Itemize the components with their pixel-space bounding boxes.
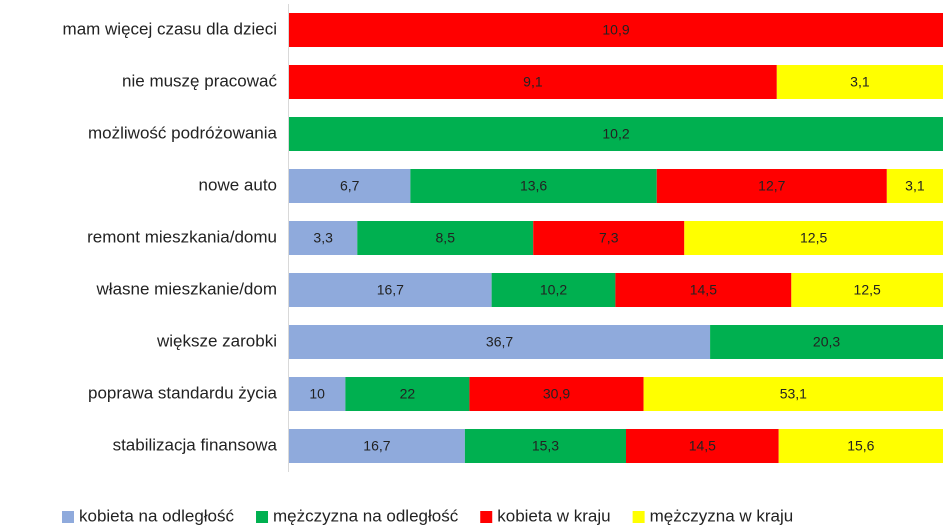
data-label: 3,1 <box>905 178 925 194</box>
bar-segment <box>615 273 792 307</box>
bar-segment <box>776 65 943 99</box>
data-label: 8,5 <box>436 230 456 246</box>
data-label: 3,1 <box>850 74 870 90</box>
bar-segment <box>791 273 943 307</box>
data-label: 10,9 <box>602 22 629 38</box>
bar-segment <box>289 65 777 99</box>
category-label: stabilizacja finansowa <box>113 435 278 454</box>
bar-segment <box>357 221 534 255</box>
bar-segment <box>289 169 411 203</box>
data-label: 15,6 <box>847 438 874 454</box>
bar-segment <box>289 377 346 411</box>
legend-label: mężczyzna w kraju <box>650 506 794 525</box>
bar-segment <box>643 377 943 411</box>
data-label: 36,7 <box>486 334 513 350</box>
legend-label: kobieta na odległość <box>79 506 235 525</box>
bar-segment <box>464 429 627 463</box>
data-label: 13,6 <box>520 178 547 194</box>
data-label: 10,2 <box>540 282 567 298</box>
bar-segment <box>289 325 711 359</box>
bar-segment <box>886 169 943 203</box>
data-label: 15,3 <box>532 438 559 454</box>
bar-segment <box>469 377 644 411</box>
bar-segment <box>289 221 358 255</box>
data-label: 14,5 <box>690 282 717 298</box>
category-label: mam więcej czasu dla dzieci <box>63 19 277 38</box>
category-label: nie muszę pracować <box>122 71 277 90</box>
data-label: 7,3 <box>599 230 619 246</box>
data-label: 20,3 <box>813 334 840 350</box>
bar-segment <box>684 221 943 255</box>
legend-label: kobieta w kraju <box>497 506 610 525</box>
legend-label: mężczyzna na odległość <box>273 506 459 525</box>
category-label: remont mieszkania/domu <box>87 227 277 246</box>
bar-segment <box>626 429 779 463</box>
bar-segment <box>289 13 943 47</box>
data-label: 3,3 <box>313 230 333 246</box>
bar-segment <box>289 429 465 463</box>
data-label: 9,1 <box>523 74 543 90</box>
data-label: 53,1 <box>780 386 807 402</box>
data-label: 12,7 <box>758 178 785 194</box>
category-label: własne mieszkanie/dom <box>96 279 277 298</box>
data-label: 16,7 <box>363 438 390 454</box>
bar-segment <box>710 325 943 359</box>
data-label: 30,9 <box>543 386 570 402</box>
bar-segment <box>289 117 943 151</box>
category-label: większe zarobki <box>156 331 277 350</box>
data-label: 10,2 <box>602 126 629 142</box>
bar-segment <box>491 273 616 307</box>
legend-swatch <box>480 511 493 523</box>
bar-segment <box>345 377 470 411</box>
legend-swatch <box>632 511 645 523</box>
legend-swatch <box>256 511 269 523</box>
category-label: nowe auto <box>199 175 277 194</box>
data-label: 22 <box>400 386 416 402</box>
data-label: 6,7 <box>340 178 360 194</box>
bar-segment <box>410 169 657 203</box>
data-label: 14,5 <box>689 438 716 454</box>
bar-segment <box>778 429 943 463</box>
legend-swatch <box>62 511 74 523</box>
data-label: 10 <box>309 386 325 402</box>
bar-segment <box>656 169 887 203</box>
data-label: 16,7 <box>377 282 404 298</box>
category-label: możliwość podróżowania <box>88 123 278 142</box>
bar-segment <box>533 221 685 255</box>
category-label: poprawa standardu życia <box>88 383 278 402</box>
bar-segment <box>289 273 492 307</box>
data-label: 12,5 <box>800 230 827 246</box>
data-label: 12,5 <box>854 282 881 298</box>
